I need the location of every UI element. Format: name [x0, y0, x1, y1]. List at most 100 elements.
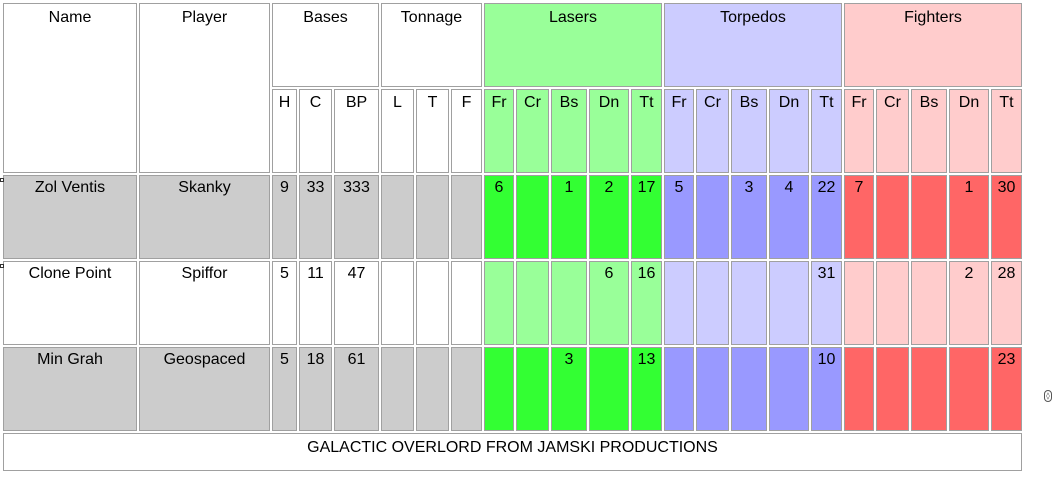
torpedos-cell — [696, 175, 729, 259]
header-name: Name — [3, 3, 137, 173]
header-player: Player — [139, 3, 270, 173]
fighters-cell: 30 — [991, 175, 1022, 259]
fighters-cell — [876, 175, 909, 259]
lasers-cell: 16 — [631, 261, 662, 345]
fighters-cell: 7 — [844, 175, 874, 259]
torpedos-cell — [731, 261, 767, 345]
bases-cell: 333 — [334, 175, 379, 259]
bases-cell: 5 — [272, 347, 297, 431]
subheader-lasers-0: Fr — [484, 89, 514, 173]
tonnage-cell — [381, 347, 414, 431]
lasers-cell: 3 — [551, 347, 587, 431]
fighters-cell — [844, 261, 874, 345]
subheader-fighters-1: Cr — [876, 89, 909, 173]
lasers-cell: 1 — [551, 175, 587, 259]
table-row: Min Grah Geospaced 5 18 61 3 13 10 23 — [3, 347, 1022, 431]
bases-cell: 11 — [299, 261, 332, 345]
fighters-cell: 28 — [991, 261, 1022, 345]
torpedos-cell — [696, 261, 729, 345]
tonnage-cell — [416, 261, 449, 345]
torpedos-cell — [769, 261, 809, 345]
player-name: Spiffor — [139, 261, 270, 345]
lasers-cell — [516, 175, 549, 259]
header-torpedos: Torpedos — [664, 3, 842, 87]
torpedos-cell — [731, 347, 767, 431]
bases-cell: 33 — [299, 175, 332, 259]
lasers-cell: 6 — [484, 175, 514, 259]
footer-credits: GALACTIC OVERLORD FROM JAMSKI PRODUCTION… — [3, 433, 1022, 471]
fighters-cell — [844, 347, 874, 431]
player-name: Geospaced — [139, 347, 270, 431]
tonnage-cell — [451, 175, 482, 259]
subheader-lasers-4: Tt — [631, 89, 662, 173]
lasers-cell: 6 — [589, 261, 629, 345]
bases-cell: 47 — [334, 261, 379, 345]
torpedos-cell: 5 — [664, 175, 694, 259]
planet-name: Min Grah — [3, 347, 137, 431]
subheader-bases-1: C — [299, 89, 332, 173]
lasers-cell: 13 — [631, 347, 662, 431]
fighters-cell: 1 — [949, 175, 989, 259]
lasers-cell — [516, 347, 549, 431]
torpedos-cell — [696, 347, 729, 431]
bases-cell: 5 — [272, 261, 297, 345]
resize-handle-icon[interactable]: ◊ — [1044, 390, 1052, 402]
lasers-cell: 2 — [589, 175, 629, 259]
fighters-cell: 23 — [991, 347, 1022, 431]
subheader-tonnage-0: L — [381, 89, 414, 173]
subheader-torpedos-0: Fr — [664, 89, 694, 173]
torpedos-cell — [769, 347, 809, 431]
torpedos-cell — [664, 261, 694, 345]
subheader-torpedos-2: Bs — [731, 89, 767, 173]
lasers-cell — [589, 347, 629, 431]
bases-cell: 18 — [299, 347, 332, 431]
tonnage-cell — [381, 261, 414, 345]
subheader-bases-2: BP — [334, 89, 379, 173]
torpedos-cell: 31 — [811, 261, 842, 345]
torpedos-cell: 22 — [811, 175, 842, 259]
tonnage-cell — [416, 347, 449, 431]
fighters-cell — [876, 347, 909, 431]
subheader-lasers-2: Bs — [551, 89, 587, 173]
selection-handle-top-left[interactable] — [0, 178, 4, 182]
subheader-tonnage-2: F — [451, 89, 482, 173]
tonnage-cell — [381, 175, 414, 259]
subheader-torpedos-3: Dn — [769, 89, 809, 173]
fighters-cell — [876, 261, 909, 345]
subheader-torpedos-1: Cr — [696, 89, 729, 173]
fighters-cell — [911, 175, 947, 259]
header-bases: Bases — [272, 3, 379, 87]
lasers-cell — [484, 347, 514, 431]
planet-name: Clone Point — [3, 261, 137, 345]
subheader-lasers-3: Dn — [589, 89, 629, 173]
subheader-fighters-4: Tt — [991, 89, 1022, 173]
lasers-cell: 17 — [631, 175, 662, 259]
bases-cell: 61 — [334, 347, 379, 431]
header-lasers: Lasers — [484, 3, 662, 87]
torpedos-cell: 4 — [769, 175, 809, 259]
fighters-cell — [911, 347, 947, 431]
subheader-lasers-1: Cr — [516, 89, 549, 173]
table-row: Clone Point Spiffor 5 11 47 6 16 31 2 28 — [3, 261, 1022, 345]
subheader-torpedos-4: Tt — [811, 89, 842, 173]
tonnage-cell — [451, 261, 482, 345]
torpedos-cell: 3 — [731, 175, 767, 259]
lasers-cell — [516, 261, 549, 345]
subheader-bases-0: H — [272, 89, 297, 173]
planet-status-table: Name Player Bases Tonnage Lasers Torpedo… — [1, 1, 1024, 473]
table-row: Zol Ventis Skanky 9 33 333 6 1 2 17 5 3 4 22 7 1 30 — [3, 175, 1022, 259]
lasers-cell — [484, 261, 514, 345]
header-fighters: Fighters — [844, 3, 1022, 87]
player-name: Skanky — [139, 175, 270, 259]
fighters-cell — [949, 347, 989, 431]
subheader-fighters-0: Fr — [844, 89, 874, 173]
tonnage-cell — [416, 175, 449, 259]
subheader-tonnage-1: T — [416, 89, 449, 173]
lasers-cell — [551, 261, 587, 345]
torpedos-cell — [664, 347, 694, 431]
fighters-cell — [911, 261, 947, 345]
subheader-fighters-3: Dn — [949, 89, 989, 173]
bases-cell: 9 — [272, 175, 297, 259]
header-tonnage: Tonnage — [381, 3, 482, 87]
selection-handle-bottom-left[interactable] — [0, 264, 4, 268]
